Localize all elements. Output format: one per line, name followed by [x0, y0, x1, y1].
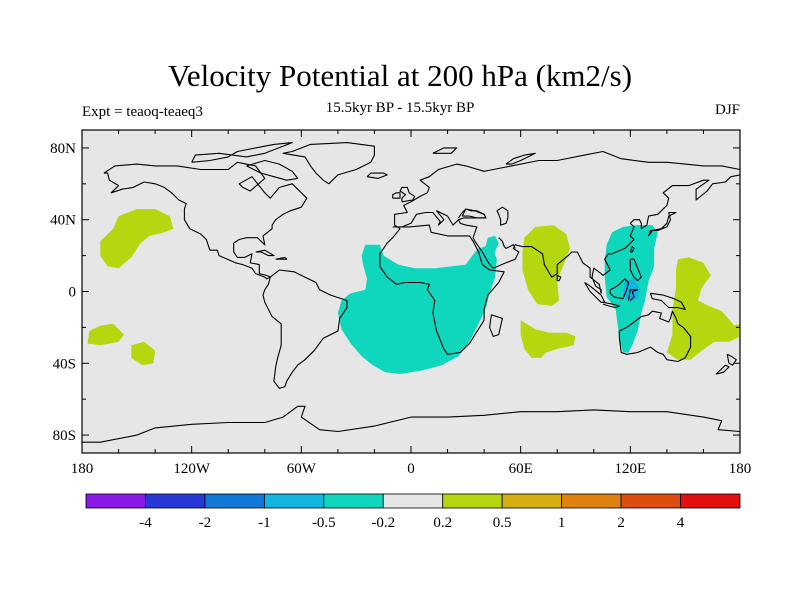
coastline-cuba [255, 249, 275, 257]
coastline-black-sea [461, 208, 487, 219]
coastline-iceland [366, 172, 388, 179]
coastline-baffin [246, 159, 299, 181]
colorbar-swatch [620, 493, 681, 509]
coastline-greenland [282, 142, 375, 185]
coastline-arctic-islands [191, 142, 293, 163]
x-tick-label: 0 [407, 461, 415, 477]
colorbar-label: -4 [139, 515, 152, 531]
y-tick-label: 0 [69, 285, 77, 301]
chart-title: Velocity Potential at 200 hPa (km2/s) [167, 58, 633, 93]
coastline-south-america [262, 269, 348, 389]
coastlines [82, 142, 740, 443]
region-north-pacific-positive [100, 209, 174, 269]
coastline-philippines [629, 258, 642, 282]
x-tick-label: 120W [173, 461, 211, 477]
colorbar-swatch [501, 493, 563, 509]
colorbar-swatch [323, 493, 384, 509]
coastline-taiwan [629, 246, 635, 253]
colorbar-swatch [561, 493, 622, 509]
region-south-pacific-positive-b [131, 341, 156, 366]
colorbar-swatch [204, 493, 265, 509]
colorbar-label: -0.2 [371, 515, 395, 531]
colorbar-label: 1 [558, 515, 566, 531]
colorbar-label: 0.2 [433, 515, 452, 531]
colorbar-label: -2 [199, 515, 212, 531]
y-axis: 80N 40N 0 40S 80S [50, 141, 740, 444]
period-label: 15.5kyr BP - 15.5kyr BP [325, 100, 475, 116]
colorbar-swatch [263, 493, 325, 509]
x-axis: 180 120W 60W 0 60E 120E 180 [71, 130, 752, 477]
x-tick-label: 120E [614, 461, 646, 477]
x-tick-label: 180 [729, 461, 752, 477]
coastline-novaya-zemlya [505, 152, 536, 165]
contour-regions [87, 209, 740, 374]
coastline-mediterranean-north [401, 210, 459, 228]
coastline-madagascar [489, 314, 503, 337]
region-south-indian-ocean-positive [520, 320, 576, 358]
colorbar-swatch [382, 493, 444, 509]
coastline-arabia-gulf [498, 237, 516, 249]
experiment-label: Expt = teaoq-teaeq3 [82, 104, 203, 120]
coastline-new-zealand-n [726, 353, 737, 366]
coastline-eurasia-africa [379, 150, 740, 355]
region-maritime-continent-core [623, 278, 640, 303]
coastline-new-guinea [649, 292, 686, 310]
coastline-north-america [103, 161, 308, 280]
region-south-pacific-positive-a [87, 323, 124, 346]
colorbar: -4 -2 -1 -0.5 -0.2 0.2 0.5 1 2 4 [85, 493, 741, 531]
region-west-pacific-positive [666, 257, 740, 360]
region-india-positive [522, 225, 570, 306]
colorbar-swatch [145, 493, 206, 509]
colorbar-label: 0.5 [493, 515, 512, 531]
coastline-caspian [496, 206, 509, 226]
coastline-antarctica [82, 405, 740, 443]
coastline-sulawesi [627, 289, 639, 301]
x-tick-label: 60E [509, 461, 533, 477]
coastline-sri-lanka [556, 274, 562, 282]
season-label: DJF [714, 102, 740, 118]
coastline-new-zealand-s [715, 364, 730, 375]
colorbar-label: -0.5 [312, 515, 336, 531]
colorbar-label: 2 [617, 515, 625, 531]
x-tick-label: 180 [71, 461, 94, 477]
coastline-borneo [609, 278, 630, 300]
y-tick-label: 80S [53, 428, 76, 444]
coastline-japan [648, 211, 677, 237]
region-arabia-negative [484, 235, 499, 261]
coastline-java [602, 301, 620, 309]
coastline-svalbard [432, 147, 458, 154]
colorbar-swatch [442, 493, 503, 509]
region-atlantic-africa-negative [337, 244, 497, 374]
colorbar-swatch [680, 493, 741, 509]
coastline-australia [618, 310, 692, 363]
coastline-hispaniola [275, 256, 288, 260]
colorbar-swatch [85, 493, 146, 509]
coastline-uk [399, 186, 416, 203]
x-tick-label: 60W [287, 461, 317, 477]
colorbar-label: 4 [677, 515, 685, 531]
colorbar-label: -1 [258, 515, 271, 531]
y-tick-label: 80N [50, 141, 76, 157]
y-tick-label: 40S [53, 356, 76, 372]
coastline-east-asia [457, 174, 740, 294]
y-tick-label: 40N [50, 213, 76, 229]
coastline-ireland [392, 192, 401, 199]
